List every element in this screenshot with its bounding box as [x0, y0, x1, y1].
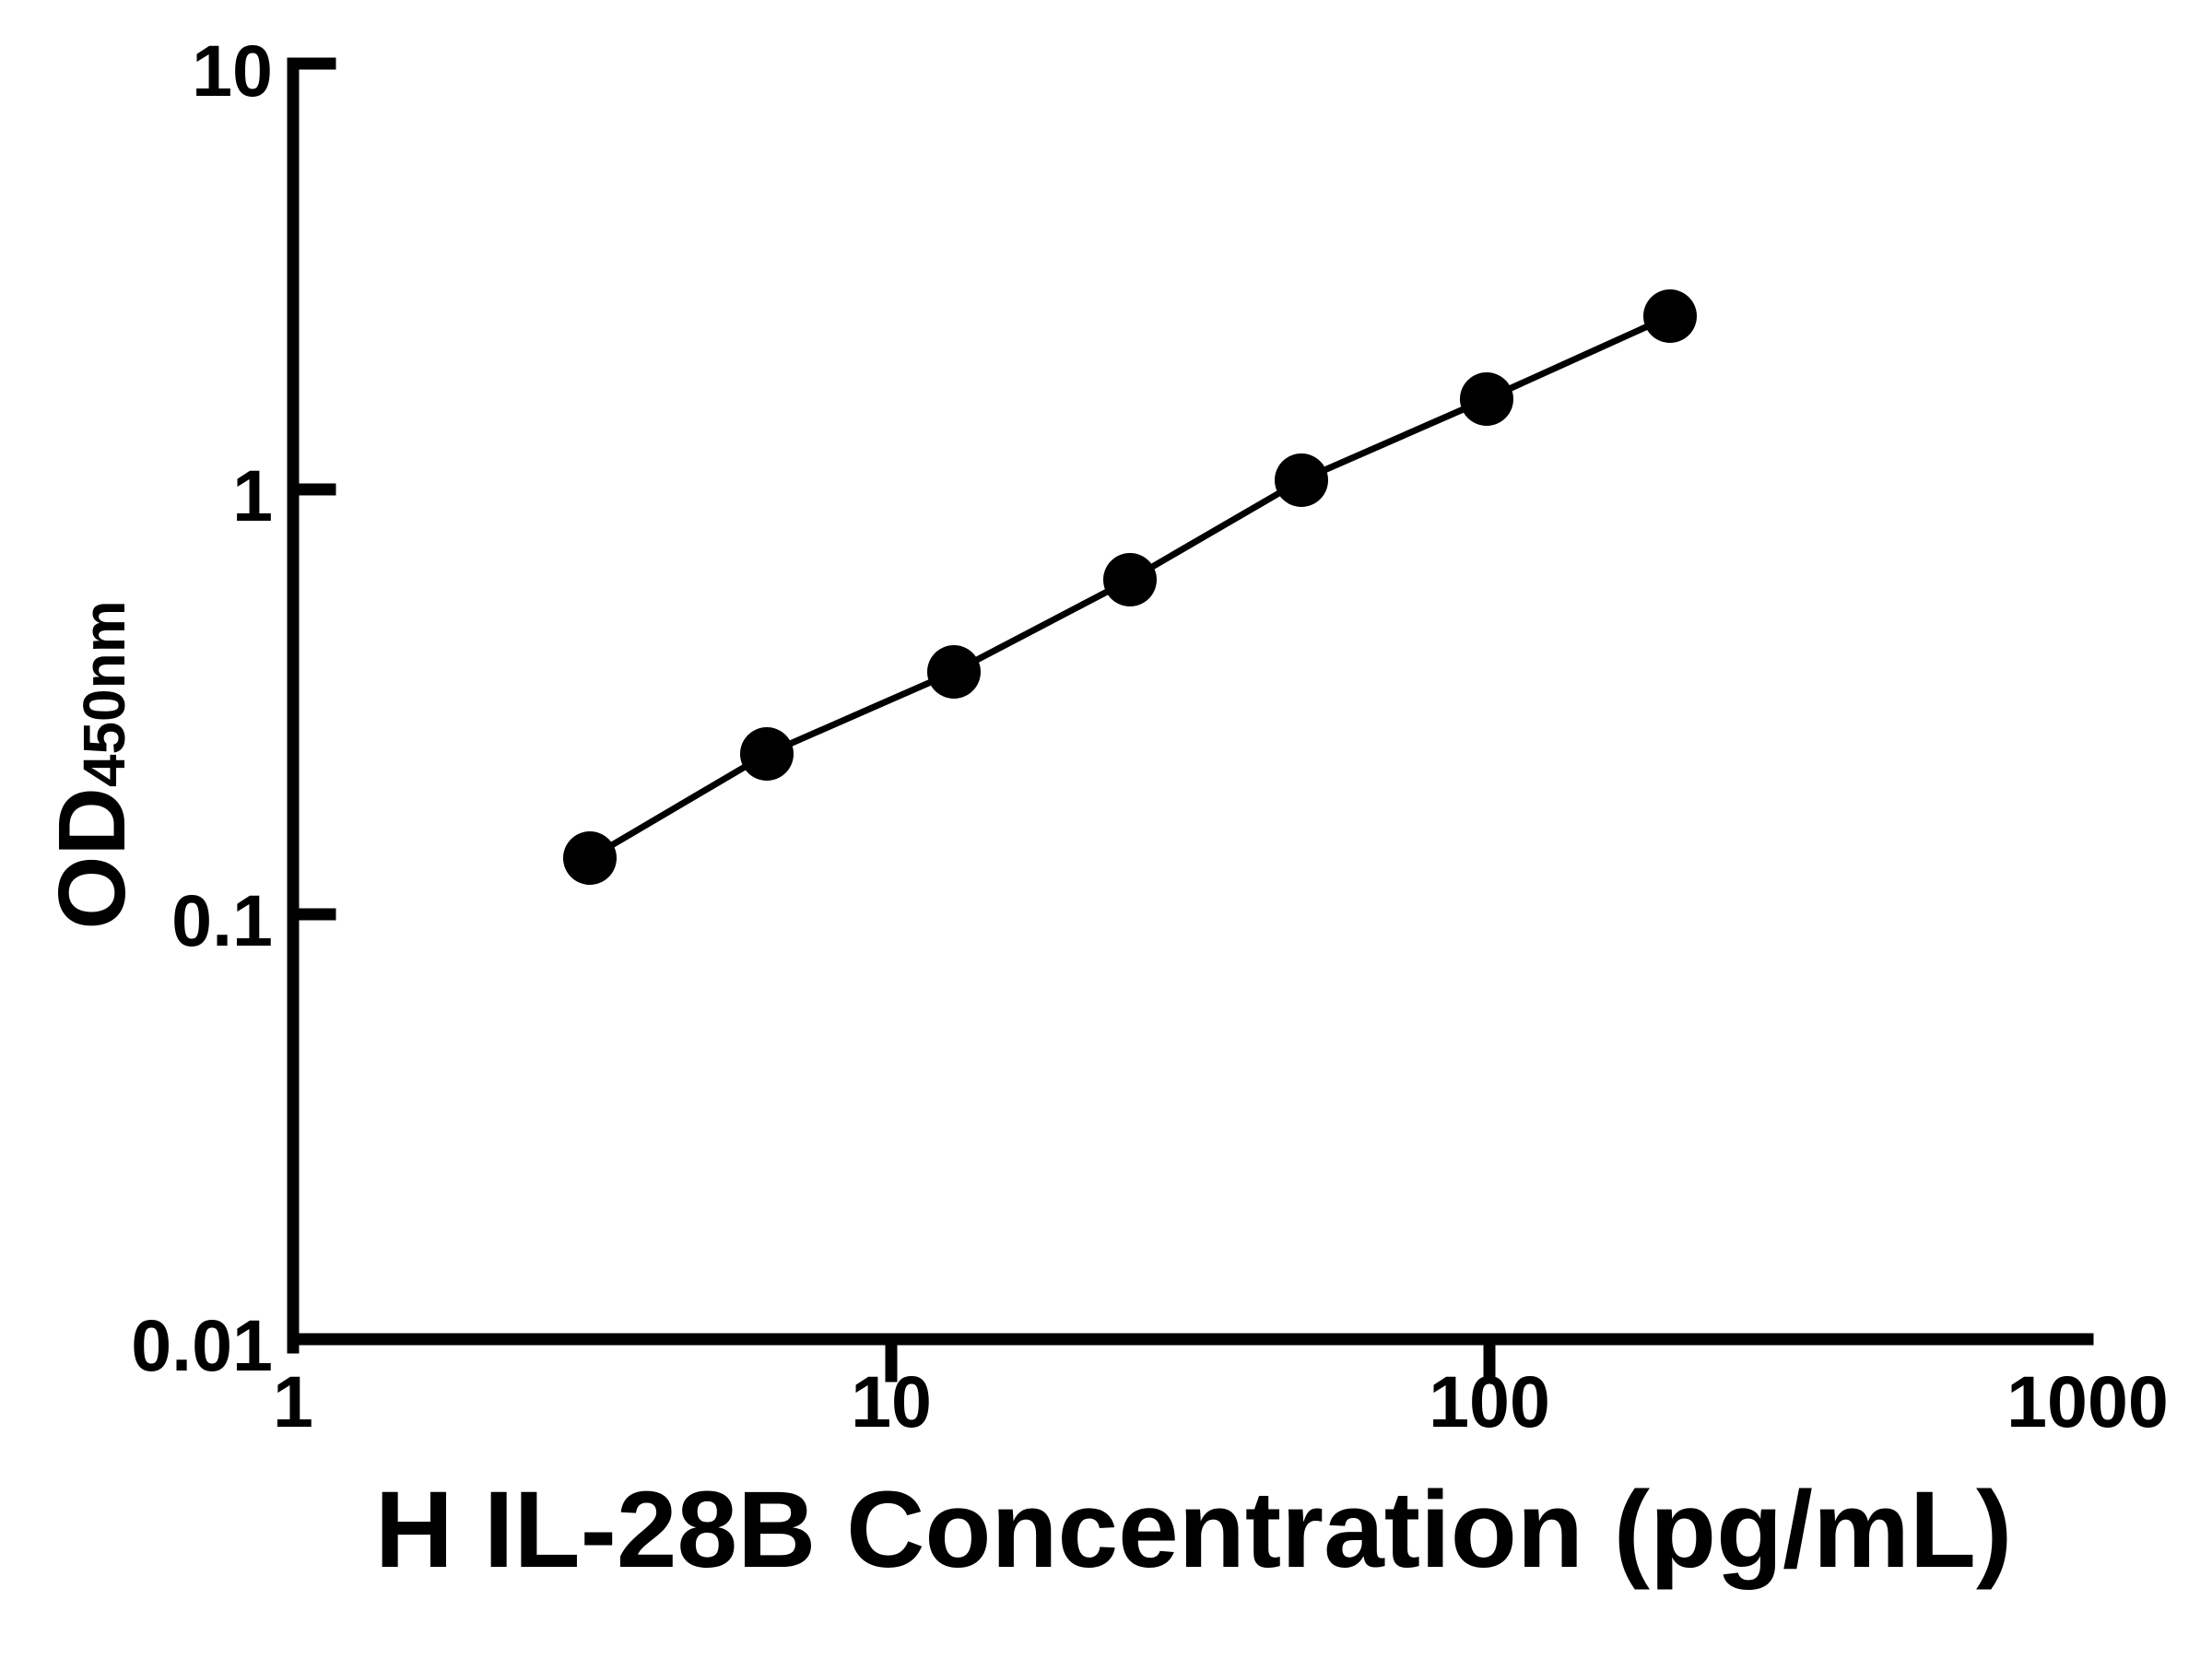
svg-text:100: 100 [1429, 1360, 1550, 1442]
svg-text:1: 1 [232, 454, 273, 536]
svg-text:H IL-28B Concentration (pg/mL): H IL-28B Concentration (pg/mL) [375, 1469, 2013, 1591]
svg-text:1000: 1000 [2006, 1360, 2169, 1442]
svg-text:10: 10 [192, 29, 273, 112]
svg-text:0.1: 0.1 [171, 879, 273, 961]
svg-text:1: 1 [273, 1360, 313, 1442]
svg-text:0.01: 0.01 [131, 1304, 273, 1386]
svg-text:10: 10 [851, 1360, 932, 1442]
